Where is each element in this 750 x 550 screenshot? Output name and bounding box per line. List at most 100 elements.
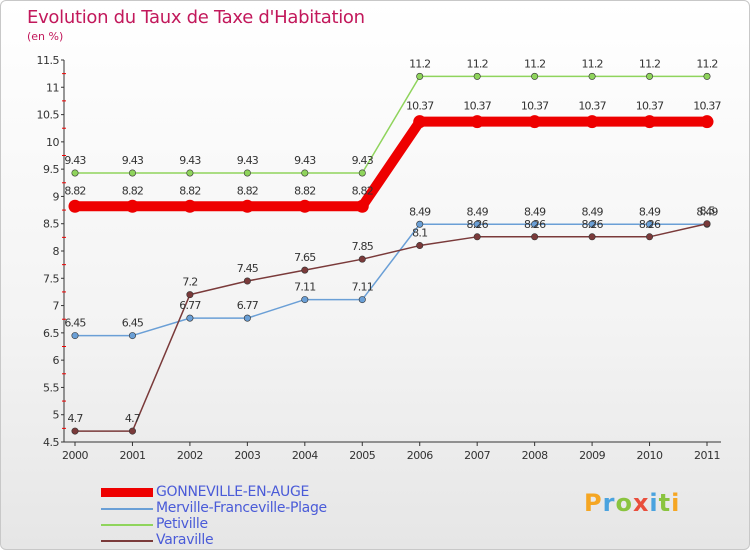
data-label-3: 8.26 [467, 218, 489, 231]
data-point-2 [531, 72, 539, 80]
data-label-3: 8.26 [639, 218, 661, 231]
x-tick-label: 2010 [637, 449, 663, 462]
legend-swatch-merville [101, 508, 153, 510]
data-point-2 [473, 72, 481, 80]
data-point-3 [186, 291, 194, 299]
data-label-3: 8.26 [524, 218, 546, 231]
data-label-1: 7.11 [352, 281, 373, 294]
data-point-0 [183, 199, 197, 213]
chart-title: Evolution du Taux de Taxe d'Habitation [27, 7, 365, 28]
data-point-3 [243, 277, 251, 285]
x-tick-label: 2004 [292, 449, 318, 462]
data-label-1: 7.11 [294, 281, 315, 294]
y-tick-label: 4.5 [43, 436, 59, 449]
data-point-1 [301, 296, 309, 304]
data-label-1: 8.49 [581, 205, 603, 218]
data-point-1 [531, 220, 539, 228]
y-tick-label: 10 [46, 136, 59, 149]
data-label-1: 8.49 [409, 205, 431, 218]
y-tick-label: 9.5 [43, 163, 59, 176]
data-point-3 [358, 255, 366, 263]
series-line-2 [74, 75, 708, 174]
data-point-1 [243, 314, 251, 322]
data-point-3 [128, 427, 136, 435]
y-tick-label: 8.5 [43, 218, 59, 231]
data-label-2: 9.43 [237, 154, 259, 167]
data-point-0 [355, 199, 369, 213]
data-label-3: 7.85 [352, 240, 374, 253]
logo-letter: r [602, 489, 616, 517]
line-chart: 4.5 5 5.5 6 6.5 7 7.5 8 8.5 9 9.5 10 10.5 11 11.5 2000 2… [37, 54, 723, 462]
data-point-0 [470, 115, 484, 129]
data-label-2: 9.43 [352, 154, 374, 167]
y-axis-unit-label: (en %) [27, 30, 64, 43]
data-point-0 [240, 199, 254, 213]
data-label-0: 10.37 [578, 100, 606, 113]
data-point-2 [646, 72, 654, 80]
data-label-1: 6.77 [179, 299, 201, 312]
y-tick-label: 8 [53, 245, 60, 258]
data-point-2 [416, 72, 424, 80]
data-point-2 [358, 169, 366, 177]
data-label-1: 6.77 [237, 299, 259, 312]
data-label-3: 4.7 [125, 412, 141, 425]
data-point-3 [646, 233, 654, 241]
data-point-1 [358, 296, 366, 304]
data-point-2 [243, 169, 251, 177]
data-point-0 [413, 115, 427, 129]
data-label-0: 8.82 [352, 184, 373, 197]
legend-swatch-petiville [101, 524, 153, 526]
data-label-1: 8.49 [467, 205, 489, 218]
data-label-3: 7.2 [182, 276, 197, 289]
data-point-1 [416, 220, 424, 228]
data-point-2 [588, 72, 596, 80]
x-tick-label: 2011 [694, 449, 720, 462]
x-tick-label: 2003 [234, 449, 260, 462]
series-line-1 [74, 223, 708, 337]
data-point-1 [128, 332, 136, 340]
data-point-3 [416, 242, 424, 250]
y-tick-label: 5.5 [43, 381, 59, 394]
data-point-0 [68, 199, 82, 213]
x-tick-label: 2006 [407, 449, 433, 462]
data-point-3 [473, 233, 481, 241]
proxiti-logo: Proxiti [584, 489, 680, 517]
data-label-1: 8.49 [524, 205, 546, 218]
data-label-0: 10.37 [521, 100, 549, 113]
data-label-0: 8.82 [294, 184, 315, 197]
data-point-0 [643, 115, 657, 129]
logo-letter: o [615, 489, 633, 517]
series-line-0 [70, 116, 712, 212]
data-label-3: 4.7 [67, 412, 83, 425]
y-tick-label: 5 [53, 409, 60, 422]
data-label-3: 7.65 [294, 251, 316, 264]
data-point-2 [703, 72, 711, 80]
data-label-2: 9.43 [294, 154, 316, 167]
data-point-3 [588, 233, 596, 241]
data-label-0: 8.82 [64, 184, 85, 197]
legend-label-merville: Merville-Franceville-Plage [156, 500, 327, 516]
legend-label-varaville: Varaville [156, 532, 214, 548]
data-point-1 [473, 220, 481, 228]
data-point-2 [301, 169, 309, 177]
x-tick-label: 2002 [177, 449, 203, 462]
x-tick-label: 2009 [579, 449, 605, 462]
y-tick-label: 11.5 [37, 54, 60, 67]
data-label-2: 11.2 [467, 57, 488, 70]
x-tick-label: 2001 [119, 449, 145, 462]
data-label-3: 8.5 [699, 205, 715, 218]
data-label-2: 9.43 [64, 154, 86, 167]
data-label-2: 11.2 [639, 57, 660, 70]
data-point-2 [186, 169, 194, 177]
logo-letter: P [584, 489, 603, 517]
y-tick-label: 7 [53, 300, 60, 313]
data-label-1: 8.49 [639, 205, 661, 218]
data-label-2: 9.43 [179, 154, 201, 167]
legend-swatch-varaville [101, 540, 153, 542]
y-tick-label: 7.5 [43, 272, 59, 285]
data-label-0: 10.37 [463, 100, 491, 113]
data-label-0: 10.37 [693, 100, 721, 113]
data-label-2: 11.2 [524, 57, 545, 70]
series-line-3 [74, 222, 708, 432]
